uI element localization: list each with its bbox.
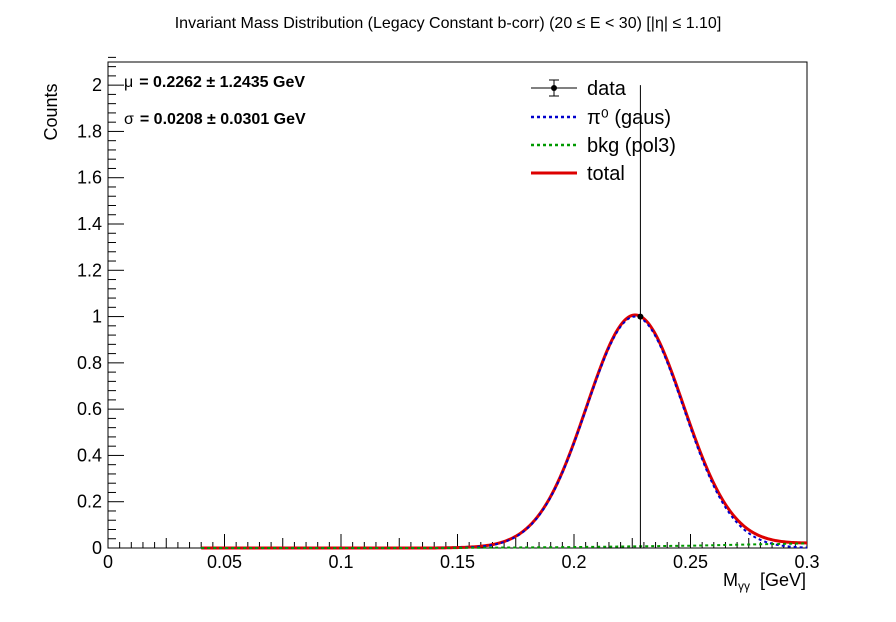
data-layer bbox=[637, 85, 644, 548]
curves bbox=[201, 313, 808, 550]
legend-label-data: data bbox=[587, 78, 627, 100]
x-tick-label: 0.1 bbox=[328, 552, 353, 572]
stat-mu: μ = 0.2262 ± 1.2435 GeV bbox=[124, 74, 305, 91]
mu-symbol: μ bbox=[124, 74, 133, 91]
chart-title: Invariant Mass Distribution (Legacy Cons… bbox=[175, 15, 722, 32]
x-tick-label: 0.3 bbox=[794, 552, 819, 572]
sigma-value: = 0.0208 ± 0.0301 GeV bbox=[140, 111, 306, 128]
x-axis-title-unit: [GeV] bbox=[760, 570, 806, 590]
y-tick-label: 1.4 bbox=[77, 214, 102, 234]
y-tick-label: 0.8 bbox=[77, 353, 102, 373]
legend-label-background: bkg (pol3) bbox=[587, 135, 676, 157]
total-fit-curve bbox=[201, 313, 808, 550]
y-tick-label: 1.8 bbox=[77, 121, 102, 141]
y-tick-label: 0 bbox=[92, 538, 102, 558]
x-tick-label: 0 bbox=[103, 552, 113, 572]
y-tick-label: 2 bbox=[92, 75, 102, 95]
x-axis-title-main: M bbox=[723, 570, 738, 590]
y-tick-label: 1 bbox=[92, 307, 102, 327]
y-tick-label: 0.2 bbox=[77, 492, 102, 512]
legend-label-signal: π⁰ (gaus) bbox=[587, 107, 671, 129]
y-axis: 0 0.2 0.4 0.6 0.8 1 1.2 1.4 1.6 1.8 2 bbox=[77, 56, 124, 558]
signal-gaus-curve bbox=[201, 315, 808, 549]
legend-label-total: total bbox=[587, 163, 625, 185]
legend: data π⁰ (gaus) bkg (pol3) total bbox=[531, 78, 676, 185]
x-tick-label: 0.15 bbox=[440, 552, 475, 572]
y-tick-label: 1.2 bbox=[77, 260, 102, 280]
y-tick-label: 0.6 bbox=[77, 399, 102, 419]
y-axis-title: Counts bbox=[41, 83, 61, 140]
legend-data-marker bbox=[551, 85, 557, 91]
y-tick-label: 1.6 bbox=[77, 168, 102, 188]
data-point bbox=[637, 313, 644, 320]
x-axis-title: Mγγ [GeV] bbox=[723, 570, 806, 593]
stat-sigma: σ = 0.0208 ± 0.0301 GeV bbox=[124, 111, 306, 128]
x-tick-label: 0.2 bbox=[561, 552, 586, 572]
background-pol3-curve bbox=[201, 542, 808, 549]
x-tick-label: 0.05 bbox=[207, 552, 242, 572]
y-tick-label: 0.4 bbox=[77, 445, 102, 465]
x-axis-title-sub: γγ bbox=[738, 579, 750, 593]
mu-value: = 0.2262 ± 1.2435 GeV bbox=[139, 74, 305, 91]
x-tick-label: 0.25 bbox=[673, 552, 708, 572]
sigma-symbol: σ bbox=[124, 111, 134, 128]
